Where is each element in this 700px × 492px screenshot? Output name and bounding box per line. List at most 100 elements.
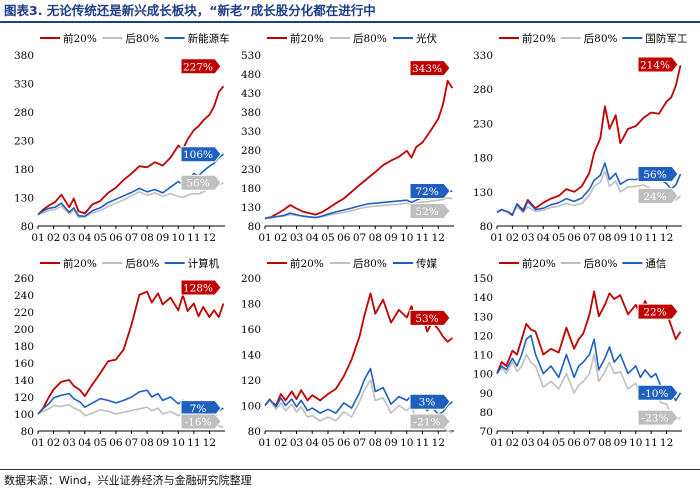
chart1-xtick-label-4: 05 <box>94 232 107 244</box>
chart1-legend-label-top20: 前20% <box>63 32 97 45</box>
chart1-callout-label-index: 106% <box>183 149 213 161</box>
chart4-ytick-label-5: 180 <box>14 341 34 353</box>
chart3-xtick-label-11: 12 <box>660 232 673 244</box>
chart5-series-line-top20 <box>264 292 453 407</box>
chart2-xtick-label-10: 11 <box>416 232 429 244</box>
chart3-legend-label-top20: 前20% <box>522 32 556 45</box>
chart4-xtick-label-8: 09 <box>156 437 169 449</box>
chart1-ytick-label-4: 280 <box>14 107 34 119</box>
chart6-ytick-label-1: 80 <box>480 407 493 419</box>
chart1-xtick-label-5: 06 <box>109 232 123 244</box>
chart2-xtick-label-0: 01 <box>258 232 271 244</box>
chart4-xtick-label-7: 08 <box>140 437 153 449</box>
chart1-xtick-label-10: 11 <box>187 232 200 244</box>
chart2-ytick-label-8: 480 <box>241 69 261 81</box>
chart2-xtick-label-3: 04 <box>306 232 320 244</box>
chart5-ytick-label-6: 200 <box>241 273 261 285</box>
chart5-xtick-label-8: 09 <box>384 437 397 449</box>
chart1-legend-label-bottom80: 后80% <box>125 33 159 45</box>
chart6-ytick-label-3: 100 <box>473 369 493 381</box>
chart5-xtick-label-9: 10 <box>400 437 413 449</box>
chart5-xtick-label-11: 12 <box>432 437 445 449</box>
chart4-xtick-label-3: 04 <box>78 437 92 449</box>
chart3-xtick-label-0: 01 <box>490 232 503 244</box>
chart6-series-line-index <box>496 334 682 402</box>
chart1-xtick-label-6: 07 <box>125 232 138 244</box>
chart4-xtick-label-5: 06 <box>109 437 123 449</box>
source-divider <box>0 469 700 470</box>
chart6-callout-label-index: -10% <box>642 388 669 400</box>
chart6-ytick-label-6: 130 <box>473 311 493 323</box>
chart4-xtick-label-6: 07 <box>125 437 138 449</box>
chart3-callout-tag-top20 <box>637 56 679 73</box>
chart6-xtick-label-2: 03 <box>521 437 534 449</box>
chart1-xtick-label-8: 09 <box>156 232 169 244</box>
chart3-ytick-label-0: 80 <box>480 221 493 233</box>
chart3-ytick-label-3: 230 <box>473 118 493 130</box>
chart2-ytick-label-3: 230 <box>241 164 261 176</box>
chart6-legend-label-index: 通信 <box>645 258 666 270</box>
chart6-ytick-label-5: 120 <box>473 330 493 342</box>
chart5-callout-tag-bottom80 <box>409 413 451 430</box>
chart1-callout-label-bottom80: 56% <box>186 178 209 190</box>
chart3-legend-label-bottom80: 后80% <box>584 33 618 45</box>
chart2-xtick-label-11: 12 <box>432 232 445 244</box>
chart5-ytick-label-3: 140 <box>241 350 261 362</box>
chart1-callout-tag-top20 <box>180 58 222 75</box>
chart5-callout-tag-index <box>409 393 451 410</box>
chart2-ytick-label-7: 430 <box>241 88 261 100</box>
chart1-series-line-top20 <box>37 85 225 216</box>
chart6-ytick-label-4: 110 <box>473 350 493 362</box>
chart3-callout-tag-bottom80 <box>637 187 679 204</box>
chart6-ytick-label-0: 70 <box>480 426 493 438</box>
chart4-legend-label-bottom80: 后80% <box>125 258 159 270</box>
chart2-xtick-label-6: 07 <box>353 232 366 244</box>
chart6-xtick-label-5: 06 <box>567 437 581 449</box>
figure-title: 图表3. 无论传统还是新兴成长板块，“新老”成长股分化都在进行中 <box>4 3 376 18</box>
chart5-ytick-label-2: 120 <box>241 375 261 387</box>
chart1-xtick-label-11: 12 <box>203 232 216 244</box>
chart4-legend-label-index: 计算机 <box>188 257 220 270</box>
chart3-legend-label-index: 国防军工 <box>645 32 687 45</box>
chart2-ytick-label-6: 380 <box>241 107 261 119</box>
chart4-callout-label-top20: 128% <box>183 283 213 295</box>
chart1-xtick-label-3: 04 <box>78 232 92 244</box>
chart2-series-line-top20 <box>264 79 454 220</box>
chart1-callout-tag-index <box>180 146 222 163</box>
chart1-xtick-label-9: 10 <box>172 232 185 244</box>
chart5-legend-label-index: 传媒 <box>416 257 437 270</box>
chart2-ytick-label-5: 330 <box>241 126 261 138</box>
chart6-xtick-label-6: 07 <box>583 437 596 449</box>
chart1-ytick-label-6: 380 <box>14 50 34 62</box>
chart4-xtick-label-9: 10 <box>172 437 185 449</box>
chart1-ytick-label-2: 180 <box>14 164 34 176</box>
chart3-xtick-label-2: 03 <box>521 232 534 244</box>
chart2-xtick-label-5: 06 <box>337 232 351 244</box>
chart5-legend-label-bottom80: 后80% <box>353 258 387 270</box>
chart4-xtick-label-11: 12 <box>203 437 216 449</box>
chart2-callout-label-bottom80: 52% <box>415 206 438 218</box>
chart6-ytick-label-8: 150 <box>473 273 493 285</box>
chart6-xtick-label-7: 08 <box>598 437 611 449</box>
chart4-callout-label-index: 7% <box>190 403 207 415</box>
chart3-ytick-label-1: 130 <box>473 187 493 199</box>
chart2-xtick-label-8: 09 <box>384 232 397 244</box>
chart1-ytick-label-5: 330 <box>14 79 34 91</box>
chart6-xtick-label-8: 09 <box>614 437 627 449</box>
chart1-series-line-bottom80 <box>37 181 224 219</box>
chart2-legend-label-top20: 前20% <box>290 32 324 45</box>
chart1-ytick-label-3: 230 <box>14 136 34 148</box>
chart6-callout-tag-index <box>637 384 679 401</box>
chart5-callout-label-top20: 53% <box>415 313 438 325</box>
chart4-ytick-label-2: 120 <box>14 392 34 404</box>
chart2-ytick-label-0: 80 <box>248 221 261 233</box>
chart3-xtick-label-4: 05 <box>552 232 565 244</box>
data-source-note: 数据来源：Wind，兴业证券经济与金融研究院整理 <box>4 474 252 487</box>
chart2-callout-tag-top20 <box>409 60 451 77</box>
chart2-legend-label-bottom80: 后80% <box>353 33 387 45</box>
chart4-series-line-top20 <box>37 290 225 415</box>
chart5-xtick-label-7: 08 <box>369 437 382 449</box>
chart2-ytick-label-4: 280 <box>241 145 261 157</box>
chart5-xtick-label-2: 03 <box>290 437 303 449</box>
chart3-xtick-label-9: 10 <box>629 232 642 244</box>
